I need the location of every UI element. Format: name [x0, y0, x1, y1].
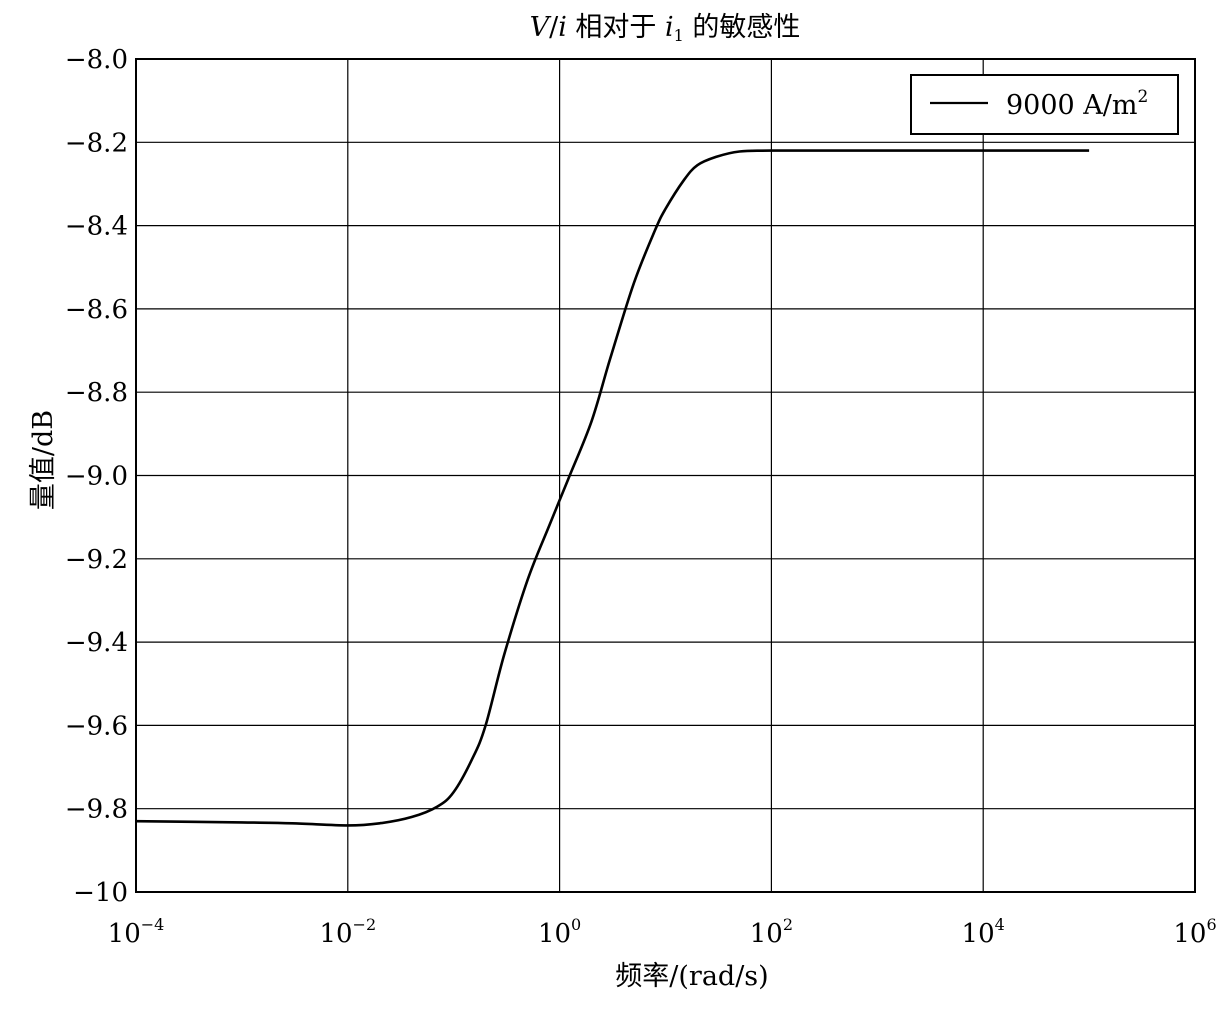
x-tick-base: 10 — [108, 919, 141, 949]
x-tick-exponent: 6 — [1206, 915, 1216, 934]
legend-label-text: 9000 A/m — [1006, 90, 1138, 121]
y-tick-label: −8.8 — [65, 378, 128, 408]
x-tick-exponent: 0 — [571, 915, 581, 934]
title-slash: / — [549, 12, 559, 43]
y-tick-label: −9.2 — [65, 545, 128, 575]
series-layer — [135, 149, 1090, 827]
x-tick-label: 102 — [750, 915, 793, 949]
x-tick-base: 10 — [750, 919, 783, 949]
legend-label: 9000 A/m2 — [1006, 87, 1148, 121]
title-i1: i — [665, 12, 674, 43]
legend: 9000 A/m2 — [910, 74, 1179, 135]
chart-title: V/i 相对于 i1 的敏感性 — [530, 12, 801, 45]
legend-box — [910, 74, 1179, 135]
x-tick-label: 104 — [962, 915, 1005, 949]
title-i: i — [558, 12, 567, 43]
y-tick-label: −9.4 — [65, 628, 128, 658]
y-axis-label: 量值/dB — [28, 410, 59, 510]
title-tail: 的敏感性 — [684, 12, 801, 43]
x-tick-base: 10 — [538, 919, 571, 949]
title-sub: 1 — [674, 26, 684, 45]
y-tick-label: −8.6 — [65, 295, 128, 325]
legend-label-sup: 2 — [1138, 87, 1149, 107]
x-tick-base: 10 — [962, 919, 995, 949]
title-v: V — [530, 12, 552, 43]
x-tick-label: 10−4 — [108, 915, 165, 949]
series-line — [135, 149, 1090, 827]
x-tick-base: 10 — [319, 919, 352, 949]
y-tick-label: −8.2 — [65, 128, 128, 158]
x-axis-label: 频率/(rad/s) — [615, 961, 768, 992]
y-tick-label: −9.6 — [65, 711, 128, 741]
y-tick-label: −10 — [73, 878, 128, 908]
x-tick-label: 100 — [538, 915, 581, 949]
y-tick-label: −8.0 — [65, 45, 128, 75]
x-tick-base: 10 — [1173, 919, 1206, 949]
x-tick-exponent: 4 — [995, 915, 1005, 934]
grid — [135, 58, 1196, 893]
x-tick-label: 10−2 — [319, 915, 376, 949]
x-tick-exponent: 2 — [783, 915, 793, 934]
title-mid: 相对于 — [567, 12, 665, 43]
y-tick-label: −9.0 — [65, 462, 128, 492]
x-axis-ticks: 10−4 10−2 100 102 104 106 — [108, 915, 1217, 949]
plot-frame — [135, 58, 1196, 893]
x-tick-label: 106 — [1173, 915, 1216, 949]
y-axis-ticks: −8.0 −8.2 −8.4 −8.6 −8.8 −9.0 −9.2 −9.4 −9.6 −9.8… — [65, 45, 128, 908]
y-tick-label: −8.4 — [65, 212, 128, 242]
x-tick-exponent: −2 — [353, 915, 377, 934]
x-tick-exponent: −4 — [141, 915, 165, 934]
y-tick-label: −9.8 — [65, 795, 128, 825]
